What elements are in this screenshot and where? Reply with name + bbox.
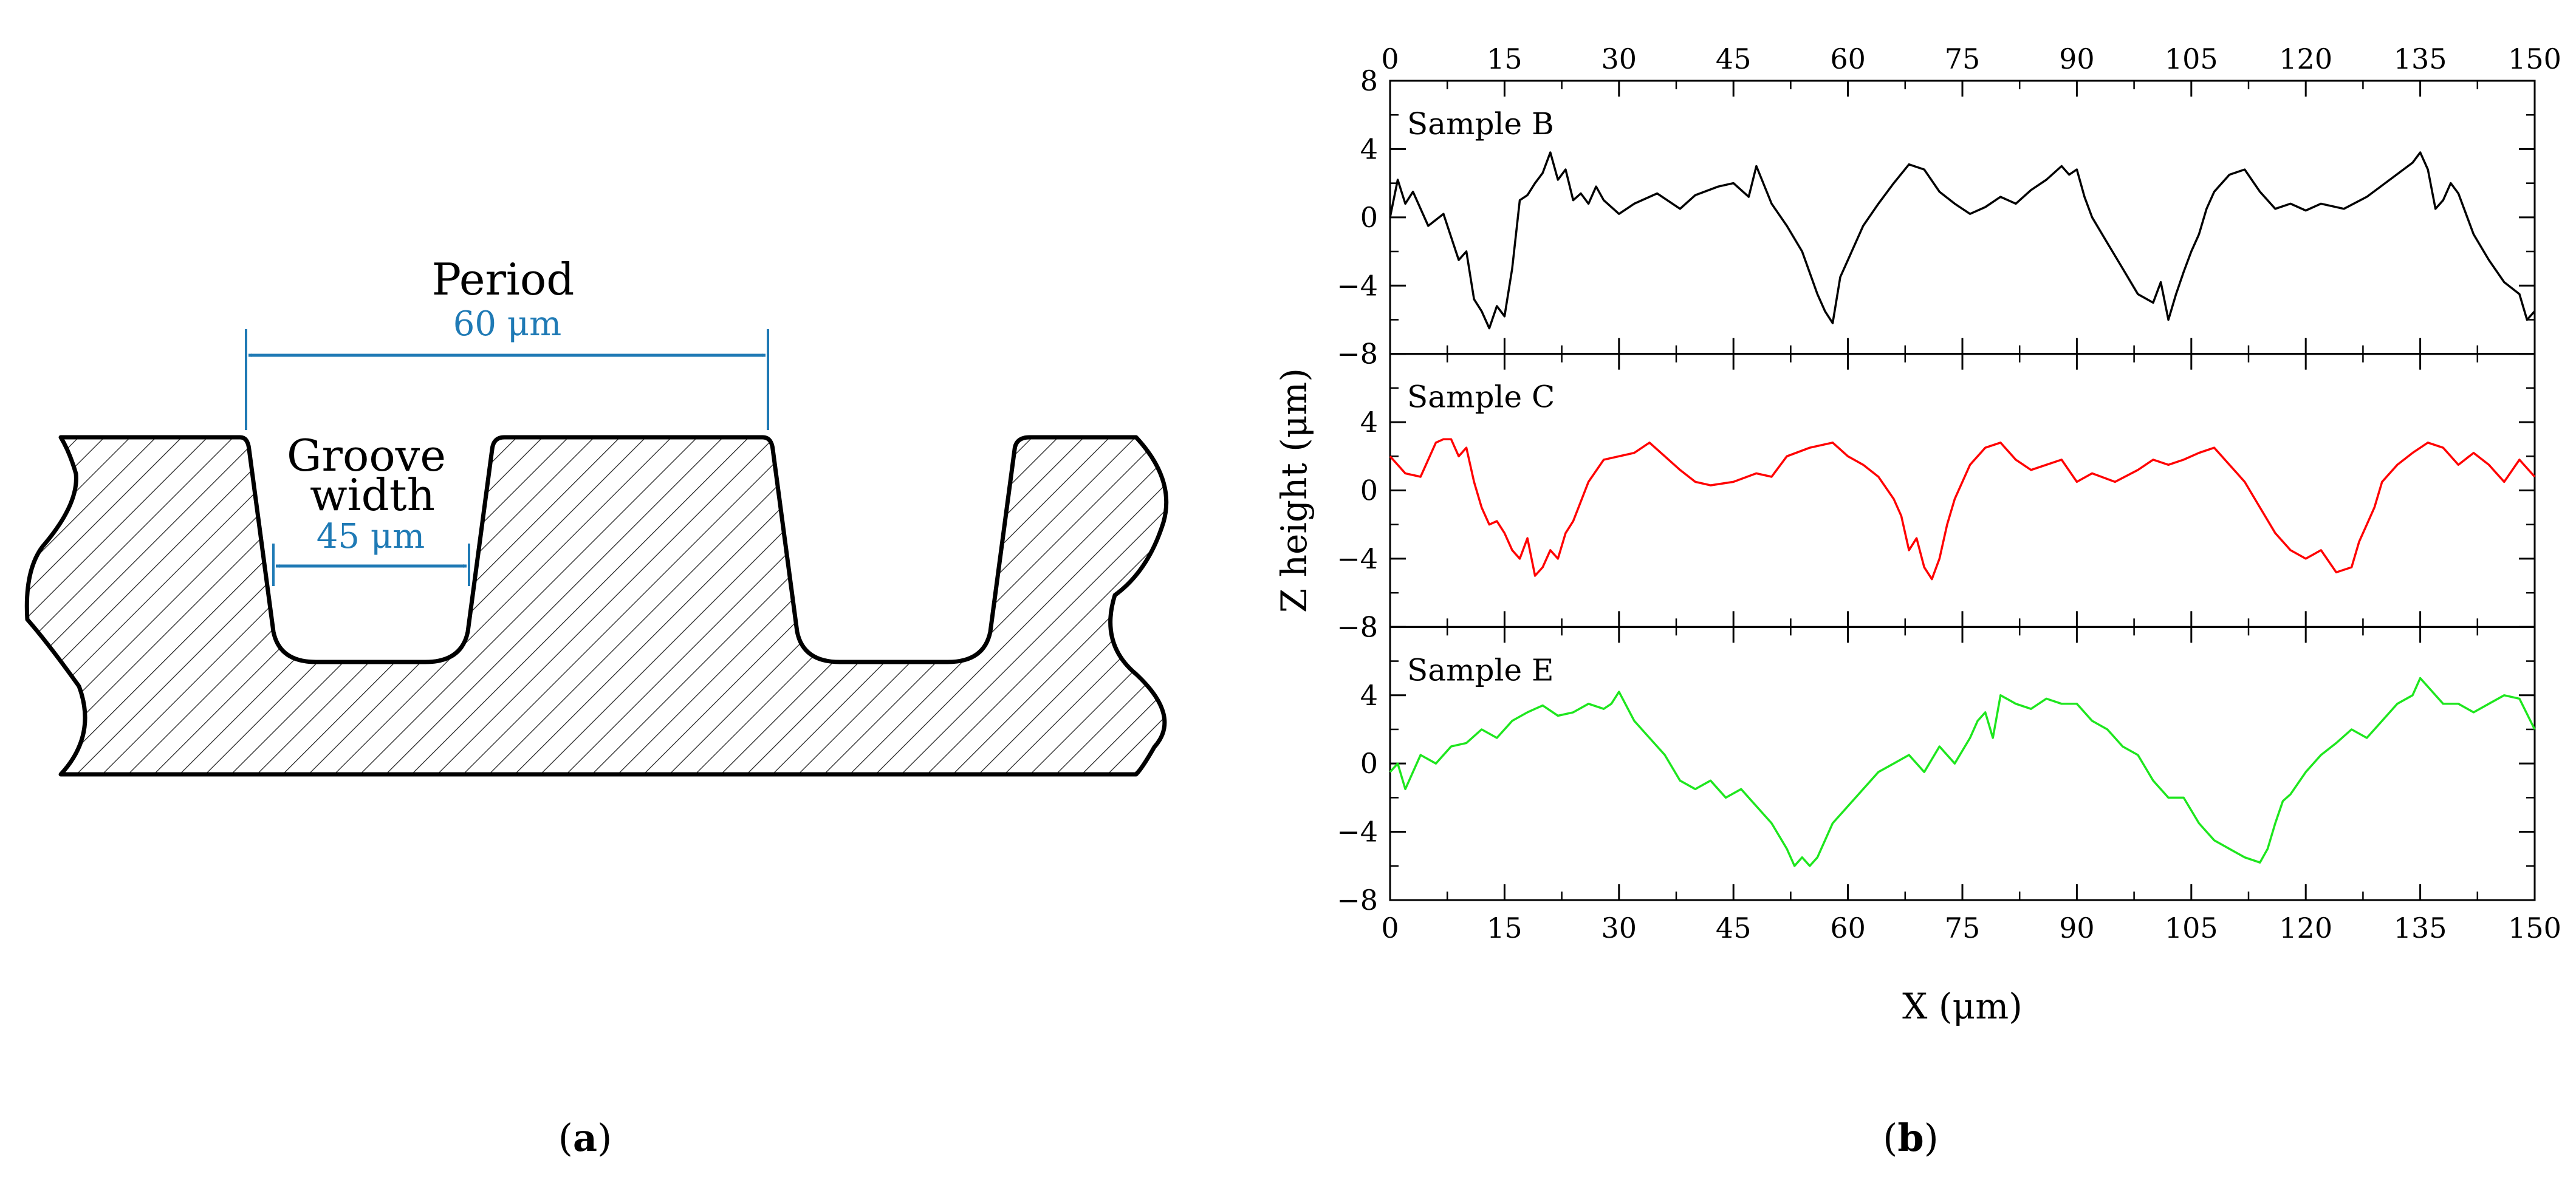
x-tick-label-top: 15 xyxy=(1487,43,1523,75)
subplot-frame xyxy=(1389,626,2536,901)
y-tick-label: −8 xyxy=(1337,338,1378,370)
panel-b-caption-close: ) xyxy=(1924,1116,1939,1160)
x-tick-label-top: 75 xyxy=(1945,43,1981,75)
panel-a-caption-letter: a xyxy=(573,1116,597,1160)
y-tick-label: 4 xyxy=(1360,679,1378,712)
panel-b-caption: (b) xyxy=(1883,1116,1939,1160)
y-tick-label: 8 xyxy=(1360,338,1378,370)
y-tick-label: 0 xyxy=(1360,474,1378,507)
y-tick-label: −4 xyxy=(1337,816,1378,848)
panel-a-caption-close: ) xyxy=(597,1116,612,1160)
panel-b-caption-open: ( xyxy=(1883,1116,1897,1160)
y-tick-label: −4 xyxy=(1337,542,1378,575)
series-label: Sample E xyxy=(1407,652,1553,687)
panel-b-caption-letter: b xyxy=(1897,1116,1923,1160)
y-tick-label: 8 xyxy=(1360,610,1378,643)
subplot-2: −8 −4 0 4 8 Sample C xyxy=(1337,338,2536,643)
y-tick-label: 0 xyxy=(1360,201,1378,234)
y-tick-label: −8 xyxy=(1337,884,1378,916)
x-tick-label: 60 xyxy=(1830,912,1866,944)
x-tick-label-top: 30 xyxy=(1601,43,1637,75)
x-tick-label: 15 xyxy=(1487,912,1523,944)
series-line-2 xyxy=(1389,438,2536,581)
x-tick-label-top: 90 xyxy=(2059,43,2095,75)
x-axis-label: X (μm) xyxy=(1902,986,2023,1027)
x-tick-label-top: 105 xyxy=(2165,43,2218,75)
y-axis-label: Z height (μm) xyxy=(1273,368,1315,613)
grooved-substrate xyxy=(24,435,1169,777)
profile-chart: −8 −4 0 4 8 Sample B −8 −4 0 4 8 Sample C −8 −4 0 4 8 Sam… xyxy=(1273,43,2561,1027)
groove-schematic: Period 60 μm Groove width 45 μm (a) xyxy=(24,254,1169,1160)
subplot-frame xyxy=(1389,353,2536,628)
series-label: Sample B xyxy=(1407,106,1554,142)
y-tick-label: −8 xyxy=(1337,610,1378,643)
groove-width-value: 45 μm xyxy=(317,517,425,556)
x-tick-label: 0 xyxy=(1381,912,1399,944)
period-value: 60 μm xyxy=(453,304,562,344)
series-line-3 xyxy=(1389,677,2536,867)
x-tick-label-top: 0 xyxy=(1381,43,1399,75)
x-tick-label-top: 120 xyxy=(2279,43,2332,75)
x-tick-label: 75 xyxy=(1945,912,1981,944)
x-tick-label: 30 xyxy=(1601,912,1637,944)
x-tick-label-top: 135 xyxy=(2394,43,2447,75)
groove-width-label-line1: Groove xyxy=(287,430,446,481)
x-tick-label: 90 xyxy=(2059,912,2095,944)
x-tick-label: 105 xyxy=(2165,912,2218,944)
series-line-1 xyxy=(1389,151,2536,330)
x-tick-label: 135 xyxy=(2394,912,2447,944)
x-tick-label: 150 xyxy=(2508,912,2561,944)
x-tick-label: 45 xyxy=(1716,912,1752,944)
panel-a-caption-open: ( xyxy=(558,1116,573,1160)
y-tick-label: 0 xyxy=(1360,747,1378,780)
y-tick-label: 4 xyxy=(1360,132,1378,165)
subplot-3: −8 −4 0 4 8 Sample E xyxy=(1337,610,2536,916)
y-tick-label: 8 xyxy=(1360,64,1378,97)
groove-width-label-line2: width xyxy=(310,469,435,520)
period-label: Period xyxy=(432,254,575,305)
subplot-1: −8 −4 0 4 8 Sample B xyxy=(1337,64,2536,370)
y-tick-label: 4 xyxy=(1360,406,1378,438)
series-label: Sample C xyxy=(1407,380,1555,415)
subplot-frame xyxy=(1389,80,2536,355)
x-tick-label-top: 60 xyxy=(1830,43,1866,75)
y-tick-label: −4 xyxy=(1337,269,1378,302)
x-tick-label-top: 45 xyxy=(1716,43,1752,75)
x-tick-label-top: 150 xyxy=(2508,43,2561,75)
x-tick-label: 120 xyxy=(2279,912,2332,944)
panel-a-caption: (a) xyxy=(558,1116,612,1160)
